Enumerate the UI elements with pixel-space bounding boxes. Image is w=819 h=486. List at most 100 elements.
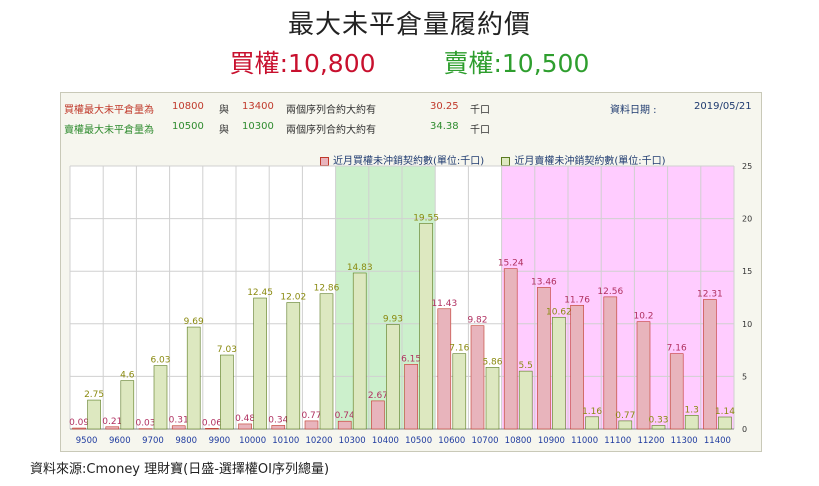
legend-item-put: 近月賣權未沖銷契約數(單位:千口) [501, 152, 666, 167]
call-value-label: 6.15 [401, 354, 421, 364]
put-value-label: 7.03 [217, 345, 237, 355]
call-bar [503, 268, 518, 430]
put-value-label: 12.45 [247, 288, 273, 298]
call-bar [470, 325, 485, 430]
date-label: 資料日期 : [610, 105, 657, 116]
y-tick-label: 0 [742, 425, 747, 434]
put-value-label: 5.5 [519, 361, 533, 371]
put-value-label: 12.02 [280, 293, 306, 303]
put-value-label: 0.77 [615, 411, 635, 421]
put-bar [386, 324, 400, 430]
put-value-label: 5.86 [482, 357, 502, 367]
call-value-label: 10.2 [633, 312, 653, 322]
call-value-label: 0.34 [268, 415, 288, 425]
x-tick-label: 9900 [209, 436, 231, 446]
call-info-label: 買權最大未平倉量為 [64, 105, 154, 116]
put-bar [120, 380, 135, 430]
x-tick-label: 10900 [538, 436, 565, 446]
put-info-desc: 兩個序列合約大約有 [286, 125, 376, 136]
x-tick-label: 11300 [671, 436, 698, 446]
call-info-strike1: 10800 [172, 101, 204, 112]
put-bar [485, 367, 500, 430]
x-tick-label: 10400 [372, 436, 399, 446]
put-bar [186, 326, 201, 430]
put-info-strike1: 10500 [172, 121, 204, 132]
put-bar [651, 425, 666, 430]
call-info-unit: 千口 [470, 105, 490, 116]
put-info-strike2: 10300 [242, 121, 274, 132]
x-tick-label: 10500 [405, 436, 432, 446]
call-info-value: 30.25 [430, 101, 459, 112]
legend-item-call: 近月買權未沖銷契約數(單位:千口) [320, 152, 484, 167]
call-bar [404, 364, 418, 430]
put-value-label: 10.62 [546, 307, 572, 317]
put-bar [684, 415, 699, 430]
put-value-label: 1.3 [685, 405, 699, 415]
call-value-label: 0.74 [335, 411, 355, 421]
put-value-label: 7.16 [449, 344, 469, 354]
put-value-label: 1.16 [582, 407, 602, 417]
put-bar [618, 420, 633, 430]
y-tick-label: 10 [742, 320, 752, 329]
x-tick-label: 11200 [637, 436, 664, 446]
x-tick-label: 11000 [571, 436, 598, 446]
x-tick-label: 9500 [76, 436, 98, 446]
put-bar [319, 293, 334, 430]
call-max-strike: 買權:10,800 [229, 49, 376, 78]
call-value-label: 15.24 [498, 259, 524, 269]
put-max-strike: 賣權:10,500 [443, 49, 590, 78]
put-bar [352, 272, 367, 430]
call-value-label: 2.67 [368, 391, 388, 401]
y-tick-label: 20 [742, 215, 752, 224]
x-tick-label: 10700 [471, 436, 498, 446]
put-value-label: 9.69 [184, 317, 204, 327]
call-bar [105, 426, 120, 430]
put-value-label: 19.55 [413, 213, 439, 223]
x-tick-label: 11100 [604, 436, 631, 446]
call-bar [72, 427, 86, 430]
put-bar [220, 354, 234, 430]
x-tick-label: 10200 [305, 436, 332, 446]
put-value-label: 12.86 [314, 284, 340, 294]
legend-label-call: 近月買權未沖銷契約數(單位:千口) [333, 156, 485, 167]
page-title: 最大未平倉量履約價 [287, 10, 531, 40]
put-value-label: 9.93 [383, 315, 403, 325]
call-value-label: 7.16 [667, 344, 687, 354]
put-value-label: 4.6 [120, 371, 135, 381]
y-tick-label: 5 [742, 372, 747, 381]
put-info-conj: 與 [219, 125, 229, 136]
call-bar [371, 400, 385, 430]
put-info-unit: 千口 [470, 125, 490, 136]
call-value-label: 0.21 [102, 417, 122, 427]
chart-legend: 近月買權未沖銷契約數(單位:千口) 近月賣權未沖銷契約數(單位:千口) [320, 152, 680, 167]
put-bar [153, 365, 168, 430]
call-bar [271, 425, 286, 430]
put-bar [585, 416, 599, 430]
call-bar [205, 428, 219, 430]
x-tick-label: 10300 [339, 436, 366, 446]
call-value-label: 0.03 [135, 419, 155, 429]
call-value-label: 13.46 [531, 277, 557, 287]
put-bar [419, 223, 433, 430]
date-value: 2019/05/21 [694, 101, 752, 112]
call-value-label: 11.76 [564, 295, 590, 305]
x-tick-label: 10800 [505, 436, 532, 446]
x-tick-label: 10000 [239, 436, 266, 446]
x-tick-label: 9600 [109, 436, 131, 446]
x-tick-label: 10100 [272, 436, 299, 446]
call-info-strike2: 13400 [242, 101, 274, 112]
call-value-label: 12.31 [697, 289, 723, 299]
put-bar [87, 399, 101, 430]
put-bar [518, 370, 533, 430]
put-info-value: 34.38 [430, 121, 459, 132]
call-value-label: 12.56 [597, 287, 623, 297]
call-bar [437, 308, 452, 430]
y-tick-label: 15 [742, 267, 752, 276]
put-value-label: 6.03 [150, 356, 170, 366]
highlight-band-green [335, 166, 436, 429]
x-tick-label: 11400 [704, 436, 731, 446]
call-bar [537, 287, 551, 430]
call-bar [304, 420, 319, 430]
call-info-desc: 兩個序列合約大約有 [286, 105, 376, 116]
call-bar [703, 299, 717, 430]
